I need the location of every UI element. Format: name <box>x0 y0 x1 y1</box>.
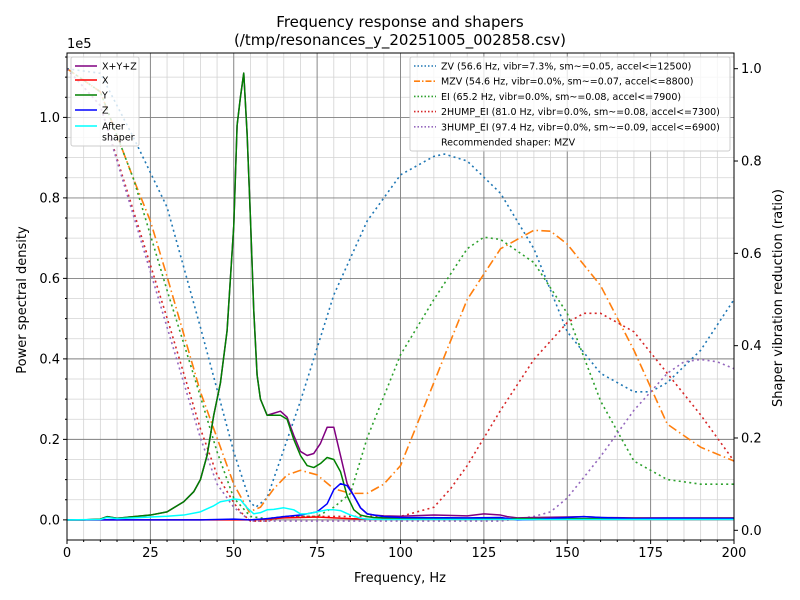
x-tick-label: 125 <box>471 546 496 561</box>
legend-shaper-label: 2HUMP_EI (81.0 Hz, vibr=0.0%, sm~=0.08, … <box>441 107 720 118</box>
y2-axis-title: Shaper vibration reduction (ratio) <box>771 189 786 407</box>
y-axis-title: Power spectral density <box>15 226 30 374</box>
y2-tick-label: 0.4 <box>741 339 762 354</box>
x-tick-label: 25 <box>142 546 159 561</box>
x-tick-label: 150 <box>555 546 580 561</box>
x-axis-title: Frequency, Hz <box>354 571 446 586</box>
legend-shaper-label: MZV (54.6 Hz, vibr=0.0%, sm~=0.07, accel… <box>441 77 693 88</box>
y2-tick-label: 0.2 <box>741 431 762 446</box>
x-tick-label: 200 <box>722 546 747 561</box>
shaper-line-mzv <box>67 68 734 513</box>
legend-psd-label: Y <box>101 91 108 102</box>
y-tick-label: 0.2 <box>39 433 60 448</box>
y2-tick-label: 0.6 <box>741 247 762 262</box>
x-tick-label: 75 <box>309 546 326 561</box>
legend-shapers-box <box>409 56 731 152</box>
legend-shaper-label: Recommended shaper: MZV <box>441 138 576 149</box>
chart-title: Frequency response and shapers <box>276 13 524 31</box>
y-tick-label: 1.0 <box>39 111 60 126</box>
legend-shaper-label: 3HUMP_EI (97.4 Hz, vibr=0.0%, sm~=0.09, … <box>441 122 720 133</box>
legend-psd-label: After shaper <box>102 122 135 144</box>
legend-shaper-label: ZV (56.6 Hz, vibr=7.3%, sm~=0.05, accel<… <box>441 62 691 73</box>
psd-line-y <box>67 72 734 521</box>
legend-psd-label: Z <box>102 106 109 117</box>
axes: 0 25 50 75 100 125 150 175 200 0.0 0.2 0.4 0.6 0.8 1.0… <box>39 52 762 561</box>
x-tick-label: 0 <box>63 546 71 561</box>
legend-shaper-label: EI (65.2 Hz, vibr=0.0%, sm~=0.08, accel<… <box>441 92 681 103</box>
legend-shapers: ZV (56.6 Hz, vibr=7.3%, sm~=0.05, accel<… <box>409 56 731 152</box>
shaper-curves <box>67 67 734 522</box>
y-tick-label: 0.0 <box>39 513 60 528</box>
x-tick-label: 50 <box>225 546 242 561</box>
legend-psd-label: X+Y+Z <box>102 62 137 73</box>
y2-tick-label: 0.0 <box>741 524 762 539</box>
y2-tick-label: 0.8 <box>741 155 762 170</box>
y-tick-label: 0.6 <box>39 272 60 287</box>
x-tick-label: 175 <box>638 546 663 561</box>
psd-curves <box>67 72 734 521</box>
chart-subtitle: (/tmp/resonances_y_20251005_002858.csv) <box>234 31 566 50</box>
shaper-line-3hump-ei <box>67 68 734 522</box>
legend-psd: X+Y+Z XYZ After shaper <box>70 56 140 147</box>
x-tick-label: 100 <box>388 546 413 561</box>
psd-line-z <box>67 482 734 521</box>
y2-tick-label: 1.0 <box>741 62 762 77</box>
y-tick-label: 0.8 <box>39 191 60 206</box>
y-tick-label: 0.4 <box>39 352 60 367</box>
psd-line-after-shaper <box>67 498 734 521</box>
y-offset-text: 1e5 <box>67 37 92 52</box>
shaper-line-2hump-ei <box>67 68 734 522</box>
legend-psd-label: X <box>102 76 109 87</box>
